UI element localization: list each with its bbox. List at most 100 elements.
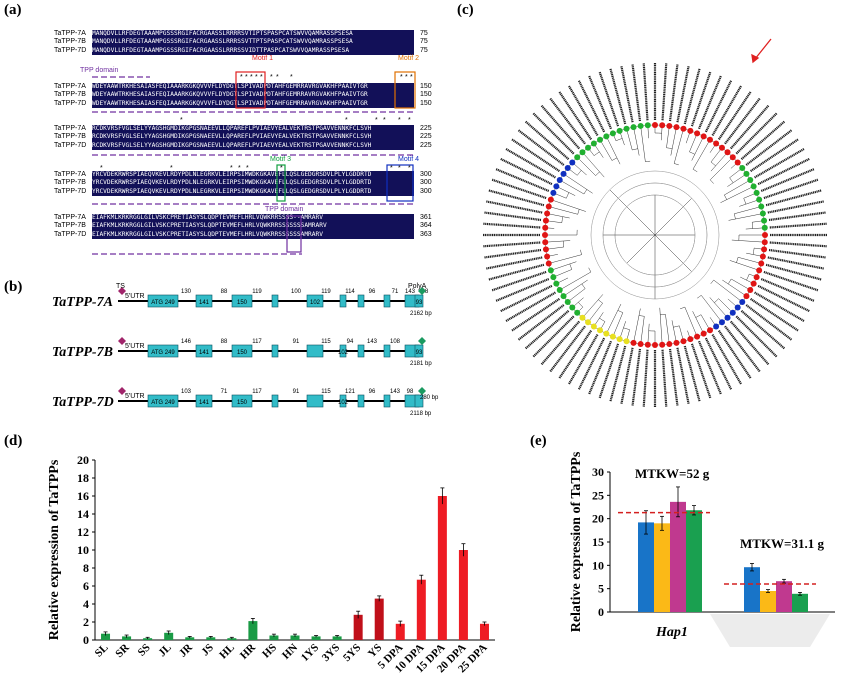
svg-text:TS: TS xyxy=(116,283,125,290)
svg-text:96: 96 xyxy=(369,389,376,395)
y-tick-label: 0 xyxy=(83,633,89,647)
bar xyxy=(792,593,808,612)
clade-dot xyxy=(544,253,551,260)
svg-text:*: * xyxy=(255,74,258,81)
sequence-alignment: TaTPP-7A MANQDVLLRFDEGTAAAMPGSSSRGIFACRGA… xyxy=(0,0,450,270)
svg-text:*: * xyxy=(398,117,401,124)
exon xyxy=(339,344,347,358)
sequence-position: 361 xyxy=(420,214,432,221)
clade-dot xyxy=(718,319,725,326)
svg-text:119: 119 xyxy=(321,289,331,295)
shadow-decoration xyxy=(710,614,830,647)
clade-dot xyxy=(753,274,760,281)
y-tick-label: 30 xyxy=(592,465,604,479)
clade-dot xyxy=(743,293,750,300)
panel-label-a: (a) xyxy=(4,2,22,18)
svg-text:114: 114 xyxy=(345,289,355,295)
expression-chart-tissues: 0 2 4 6 8 10 12 14 16 18 20 Relative expression of … xyxy=(47,453,495,675)
svg-text:146: 146 xyxy=(181,339,192,345)
clade-dot xyxy=(758,260,765,267)
bar xyxy=(311,636,321,640)
svg-text:119: 119 xyxy=(252,289,262,295)
sequence-position: 300 xyxy=(420,171,432,178)
exon xyxy=(383,294,391,308)
clade-dot xyxy=(747,287,754,293)
svg-text:100: 100 xyxy=(291,289,302,295)
clade-dot xyxy=(545,260,552,267)
svg-text:*: * xyxy=(345,117,348,124)
clade-dot xyxy=(729,154,736,161)
clade-dot xyxy=(569,159,576,166)
svg-text:*: * xyxy=(400,74,403,81)
sequence-name: TaTPP-7A xyxy=(54,83,86,90)
panel-label-e: (e) xyxy=(530,433,547,449)
svg-text:93: 93 xyxy=(416,300,423,306)
clade-dot xyxy=(590,323,597,330)
svg-text:*: * xyxy=(270,74,273,81)
clade-dot xyxy=(743,170,750,177)
sequence-position: 75 xyxy=(420,46,428,54)
clade-dot xyxy=(637,341,644,348)
exon xyxy=(271,394,279,408)
sequence-position: 75 xyxy=(420,38,428,46)
sequence-name: TaTPP-7A xyxy=(54,125,86,132)
exon xyxy=(414,394,424,408)
bar xyxy=(290,635,300,640)
svg-text:5'UTR: 5'UTR xyxy=(125,343,145,350)
exon xyxy=(231,344,253,358)
clade-dot xyxy=(547,267,554,274)
clade-dot xyxy=(739,298,746,305)
clade-dot xyxy=(585,144,592,151)
group-label: MTKW=31.1 g xyxy=(740,536,824,551)
polya-marker-icon xyxy=(418,287,426,295)
bar xyxy=(458,550,468,640)
svg-text:143: 143 xyxy=(405,289,416,295)
bar xyxy=(479,623,489,640)
y-tick-label: 16 xyxy=(77,489,89,503)
clade-dot xyxy=(542,224,549,231)
clade-dot xyxy=(609,130,616,137)
sequence-position: 225 xyxy=(420,133,432,141)
y-tick-label: 14 xyxy=(77,507,89,521)
svg-text:88: 88 xyxy=(221,339,228,345)
clade-dot xyxy=(544,210,551,217)
svg-text:141: 141 xyxy=(199,300,210,306)
clade-dot xyxy=(623,125,630,132)
sequence-name: TaTPP-7A xyxy=(54,30,86,37)
gene-name: TaTPP-7B xyxy=(52,345,113,360)
svg-text:121: 121 xyxy=(345,389,356,395)
clade-dot xyxy=(680,338,687,345)
svg-text:98: 98 xyxy=(422,289,429,295)
svg-text:150: 150 xyxy=(237,300,248,306)
bar xyxy=(353,614,363,640)
motif-label: TPP domain xyxy=(265,206,304,213)
svg-text:91: 91 xyxy=(293,339,300,345)
clade-dot xyxy=(556,177,563,183)
clade-dot xyxy=(597,136,603,143)
bar xyxy=(776,581,792,612)
y-tick-label: 8 xyxy=(83,561,89,575)
sequence-name: TaTPP-7B xyxy=(54,222,86,230)
sequence-position: 364 xyxy=(420,222,432,230)
x-tick-label: 5YS xyxy=(341,642,363,664)
y-tick-label: 10 xyxy=(592,558,604,572)
svg-text:ATG 249: ATG 249 xyxy=(151,300,175,306)
svg-text:71: 71 xyxy=(221,389,228,395)
svg-text:*: * xyxy=(375,117,378,124)
sequence-row: RCDKVRSFVGLSELYYAGSHGMDIKGPGSNAEEVLLQPAR… xyxy=(92,125,414,134)
clade-dot xyxy=(590,140,597,147)
clade-dot xyxy=(569,304,576,311)
bar xyxy=(164,632,174,640)
y-tick-label: 25 xyxy=(592,488,604,502)
x-tick-label: 3YS xyxy=(320,642,342,664)
clade-dot xyxy=(761,217,768,224)
clade-dot xyxy=(616,127,623,134)
exon xyxy=(147,394,179,408)
bar xyxy=(686,510,702,612)
exon xyxy=(306,344,324,358)
svg-text:*: * xyxy=(390,165,393,172)
clade-dot xyxy=(553,183,560,190)
clade-dot xyxy=(659,122,666,129)
clade-dot xyxy=(756,267,763,274)
svg-text:88: 88 xyxy=(221,289,228,295)
